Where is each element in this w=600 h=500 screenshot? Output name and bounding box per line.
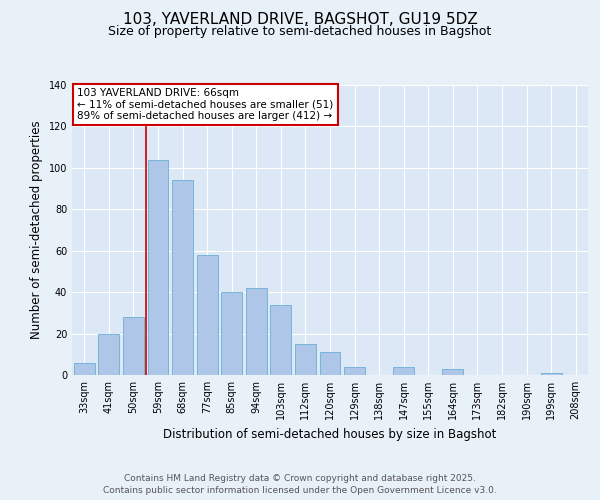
Bar [98,334,119,375]
Text: 103 YAVERLAND DRIVE: 66sqm
← 11% of semi-detached houses are smaller (51)
89% of: 103 YAVERLAND DRIVE: 66sqm ← 11% of semi… [77,88,334,121]
Y-axis label: Number of semi-detached properties: Number of semi-detached properties [30,120,43,340]
Bar [123,317,144,375]
Bar [442,369,463,375]
Text: Size of property relative to semi-detached houses in Bagshot: Size of property relative to semi-detach… [109,25,491,38]
Text: 103, YAVERLAND DRIVE, BAGSHOT, GU19 5DZ: 103, YAVERLAND DRIVE, BAGSHOT, GU19 5DZ [122,12,478,28]
Bar [172,180,193,375]
Bar [541,373,562,375]
Bar [74,362,95,375]
Bar [393,366,414,375]
Bar [221,292,242,375]
Bar [295,344,316,375]
X-axis label: Distribution of semi-detached houses by size in Bagshot: Distribution of semi-detached houses by … [163,428,497,440]
Bar [320,352,340,375]
Bar [197,255,218,375]
Bar [344,366,365,375]
Bar [148,160,169,375]
Text: Contains HM Land Registry data © Crown copyright and database right 2025.
Contai: Contains HM Land Registry data © Crown c… [103,474,497,495]
Bar [246,288,267,375]
Bar [271,304,292,375]
